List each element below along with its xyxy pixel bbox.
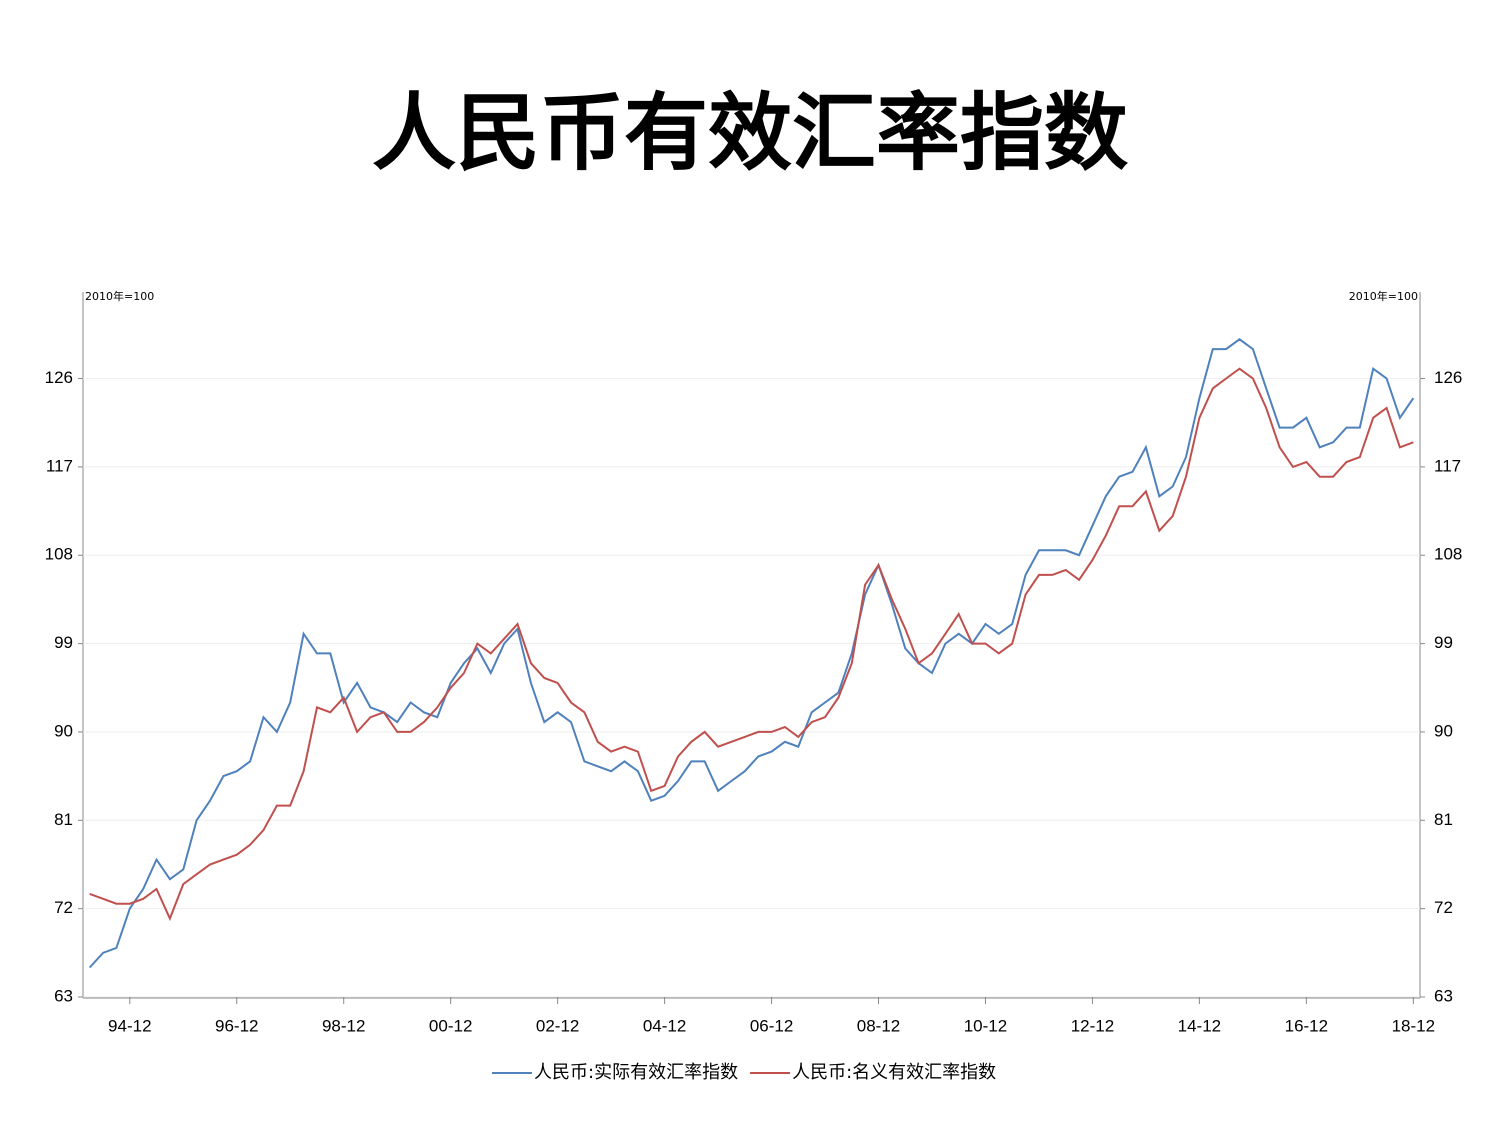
x-tick-label: 06-12 <box>750 1016 793 1035</box>
series-line <box>89 367 1414 922</box>
y-tick-label: 99 <box>54 633 73 652</box>
y-tick-label: 81 <box>54 810 73 829</box>
unit-right: 2010年=100 <box>1349 289 1418 303</box>
series-line <box>88 338 1415 969</box>
y-tick-label: 117 <box>46 456 73 475</box>
x-tick-label: 04-12 <box>643 1016 686 1035</box>
y2-tick-label: 117 <box>1434 456 1461 475</box>
y2-tick-label: 99 <box>1434 633 1453 652</box>
x-tick-label: 16-12 <box>1285 1016 1328 1035</box>
legend-label: 人民币:名义有效汇率指数 <box>792 1062 996 1083</box>
x-tick-label: 02-12 <box>536 1016 579 1035</box>
x-tick-label: 96-12 <box>215 1016 258 1035</box>
x-tick-label: 94-12 <box>108 1016 151 1035</box>
y-tick-label: 63 <box>54 986 73 1005</box>
y-tick-label: 72 <box>54 898 73 917</box>
y-tick-label: 90 <box>54 721 73 740</box>
x-tick-label: 08-12 <box>857 1016 900 1035</box>
legend-label: 人民币:实际有效汇率指数 <box>534 1062 738 1083</box>
unit-left: 2010年=100 <box>85 289 154 303</box>
x-tick-label: 12-12 <box>1071 1016 1114 1035</box>
x-tick-label: 18-12 <box>1392 1016 1435 1035</box>
y2-tick-label: 108 <box>1434 545 1462 564</box>
y2-tick-label: 63 <box>1434 986 1453 1005</box>
y2-tick-label: 72 <box>1434 898 1453 917</box>
x-tick-label: 14-12 <box>1178 1016 1221 1035</box>
y-tick-label: 108 <box>45 545 73 564</box>
y-tick-label: 126 <box>45 368 73 387</box>
y2-tick-label: 81 <box>1434 810 1453 829</box>
chart-title: 人民币有效汇率指数 <box>372 83 1128 182</box>
y2-tick-label: 126 <box>1434 368 1462 387</box>
y2-tick-label: 90 <box>1434 721 1453 740</box>
x-tick-label: 00-12 <box>429 1016 472 1035</box>
x-tick-label: 10-12 <box>964 1016 1007 1035</box>
x-tick-label: 98-12 <box>322 1016 365 1035</box>
